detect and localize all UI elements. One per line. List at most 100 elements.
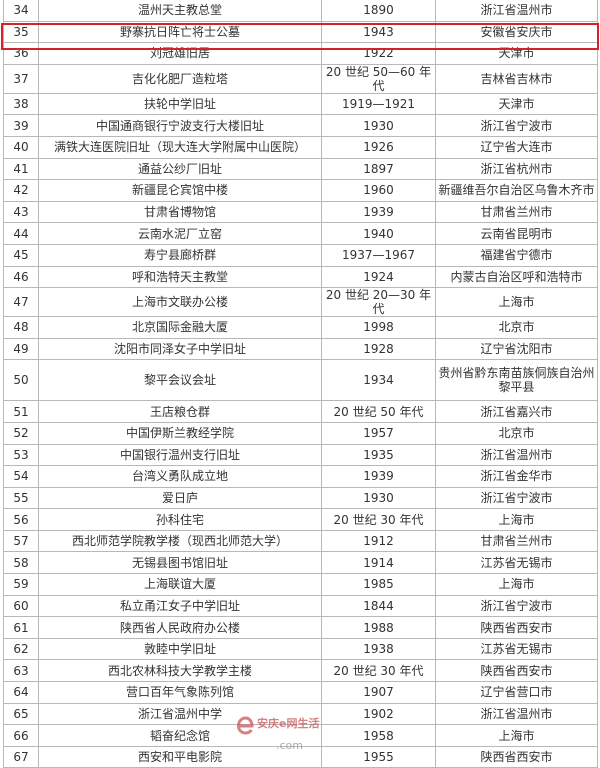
cell-no: 44 bbox=[3, 222, 39, 245]
cell-location: 天津市 bbox=[435, 42, 598, 65]
cell-name: 扶轮中学旧址 bbox=[38, 92, 322, 116]
cell-name: 北京国际金融大厦 bbox=[38, 316, 322, 339]
cell-year: 1939 bbox=[321, 465, 436, 488]
cell-location: 新疆维吾尔自治区乌鲁木齐市 bbox=[435, 179, 598, 202]
cell-location: 上海市 bbox=[435, 508, 598, 531]
cell-name: 台湾义勇队成立地 bbox=[38, 465, 322, 488]
table-row: 39 中国通商银行宁波支行大楼旧址 1930 浙江省宁波市 bbox=[3, 114, 598, 137]
cell-name: 爱日庐 bbox=[38, 486, 322, 510]
cell-no: 35 bbox=[3, 20, 39, 44]
cell-year: 1919—1921 bbox=[321, 92, 436, 116]
table-row-highlighted: 35 野寨抗日阵亡将士公墓 1943 安徽省安庆市 bbox=[3, 20, 598, 44]
table-row: 54 台湾义勇队成立地 1939 浙江省金华市 bbox=[3, 465, 598, 488]
cell-no: 53 bbox=[3, 443, 39, 467]
table-row: 55 爱日庐 1930 浙江省宁波市 bbox=[3, 486, 598, 510]
cell-name: 中国银行温州支行旧址 bbox=[38, 443, 322, 467]
cell-name: 上海联谊大厦 bbox=[38, 573, 322, 596]
table-row: 34 温州天主教总堂 1890 浙江省温州市 bbox=[3, 0, 598, 22]
table-row: 65 浙江省温州中学 1902 浙江省温州市 bbox=[3, 702, 598, 726]
cell-location: 北京市 bbox=[435, 421, 598, 445]
cell-no: 64 bbox=[3, 681, 39, 704]
cell-name: 呼和浩特天主教堂 bbox=[38, 265, 322, 289]
cell-year: 1937—1967 bbox=[321, 243, 436, 267]
cell-no: 45 bbox=[3, 243, 39, 267]
cell-name: 孙科住宅 bbox=[38, 508, 322, 531]
table-row: 61 陕西省人民政府办公楼 1988 陕西省西安市 bbox=[3, 616, 598, 639]
cell-location: 浙江省嘉兴市 bbox=[435, 400, 598, 423]
cell-year: 1924 bbox=[321, 265, 436, 289]
cell-no: 51 bbox=[3, 400, 39, 423]
cell-location: 辽宁省营口市 bbox=[435, 681, 598, 704]
cell-location: 辽宁省大连市 bbox=[435, 135, 598, 159]
cell-location: 江苏省无锡市 bbox=[435, 551, 598, 575]
cell-year: 1943 bbox=[321, 20, 436, 44]
cell-year: 1940 bbox=[321, 222, 436, 245]
cell-no: 36 bbox=[3, 42, 39, 65]
cell-name: 营口百年气象陈列馆 bbox=[38, 681, 322, 704]
cell-location: 吉林省吉林市 bbox=[435, 63, 598, 94]
cell-name: 满铁大连医院旧址（现大连大学附属中山医院） bbox=[38, 135, 322, 159]
table-row: 51 王店粮仓群 20 世纪 50 年代 浙江省嘉兴市 bbox=[3, 400, 598, 423]
cell-year: 1955 bbox=[321, 745, 436, 768]
cell-year: 1938 bbox=[321, 637, 436, 661]
cell-location: 天津市 bbox=[435, 92, 598, 116]
cell-no: 55 bbox=[3, 486, 39, 510]
cell-location: 浙江省金华市 bbox=[435, 465, 598, 488]
cell-no: 54 bbox=[3, 465, 39, 488]
cell-name: 甘肃省博物馆 bbox=[38, 200, 322, 224]
cell-year: 1914 bbox=[321, 551, 436, 575]
table-row: 43 甘肃省博物馆 1939 甘肃省兰州市 bbox=[3, 200, 598, 224]
cell-name: 吉化化肥厂造粒塔 bbox=[38, 63, 322, 94]
cell-name: 西北农林科技大学教学主楼 bbox=[38, 659, 322, 683]
cell-no: 66 bbox=[3, 724, 39, 747]
cell-no: 37 bbox=[3, 63, 39, 94]
table-row: 48 北京国际金融大厦 1998 北京市 bbox=[3, 316, 598, 339]
cell-location: 浙江省温州市 bbox=[435, 702, 598, 726]
cell-name: 敦睦中学旧址 bbox=[38, 637, 322, 661]
cell-no: 52 bbox=[3, 421, 39, 445]
cell-year: 1958 bbox=[321, 724, 436, 747]
cell-year: 1912 bbox=[321, 529, 436, 553]
table-row: 37 吉化化肥厂造粒塔 20 世纪 50—60 年代 吉林省吉林市 bbox=[3, 63, 598, 94]
cell-year: 1960 bbox=[321, 179, 436, 202]
cell-year: 1922 bbox=[321, 42, 436, 65]
cell-location: 北京市 bbox=[435, 316, 598, 339]
table-row: 53 中国银行温州支行旧址 1935 浙江省温州市 bbox=[3, 443, 598, 467]
cell-year: 1890 bbox=[321, 0, 436, 22]
cell-location: 浙江省杭州市 bbox=[435, 157, 598, 181]
cell-year: 1897 bbox=[321, 157, 436, 181]
cell-no: 58 bbox=[3, 551, 39, 575]
table-row: 58 无锡县图书馆旧址 1914 江苏省无锡市 bbox=[3, 551, 598, 575]
cell-name: 野寨抗日阵亡将士公墓 bbox=[38, 20, 322, 44]
table-row: 50 黎平会议会址 1934 贵州省黔东南苗族侗族自治州黎平县 bbox=[3, 359, 598, 402]
cell-no: 39 bbox=[3, 114, 39, 137]
cell-year: 20 世纪 30 年代 bbox=[321, 659, 436, 683]
cell-year: 1985 bbox=[321, 573, 436, 596]
cell-no: 34 bbox=[3, 0, 39, 22]
table-row: 67 西安和平电影院 1955 陕西省西安市 bbox=[3, 745, 598, 768]
cell-location: 贵州省黔东南苗族侗族自治州黎平县 bbox=[435, 359, 598, 402]
heritage-table: 34 温州天主教总堂 1890 浙江省温州市 35 野寨抗日阵亡将士公墓 1943 安徽省安庆… bbox=[3, 0, 598, 768]
cell-location: 浙江省宁波市 bbox=[435, 486, 598, 510]
table-row: 40 满铁大连医院旧址（现大连大学附属中山医院） 1926 辽宁省大连市 bbox=[3, 135, 598, 159]
cell-no: 48 bbox=[3, 316, 39, 339]
table-row: 36 刘冠雄旧居 1922 天津市 bbox=[3, 42, 598, 65]
cell-no: 41 bbox=[3, 157, 39, 181]
cell-location: 浙江省宁波市 bbox=[435, 114, 598, 137]
cell-location: 浙江省温州市 bbox=[435, 443, 598, 467]
cell-name: 陕西省人民政府办公楼 bbox=[38, 616, 322, 639]
cell-year: 1934 bbox=[321, 359, 436, 402]
cell-name: 新疆昆仑宾馆中楼 bbox=[38, 179, 322, 202]
cell-year: 1902 bbox=[321, 702, 436, 726]
cell-name: 寿宁县廊桥群 bbox=[38, 243, 322, 267]
cell-year: 1930 bbox=[321, 486, 436, 510]
cell-no: 65 bbox=[3, 702, 39, 726]
cell-name: 刘冠雄旧居 bbox=[38, 42, 322, 65]
cell-no: 50 bbox=[3, 359, 39, 402]
table-row: 64 营口百年气象陈列馆 1907 辽宁省营口市 bbox=[3, 681, 598, 704]
table-row: 56 孙科住宅 20 世纪 30 年代 上海市 bbox=[3, 508, 598, 531]
cell-no: 46 bbox=[3, 265, 39, 289]
cell-name: 韬奋纪念馆 bbox=[38, 724, 322, 747]
cell-location: 安徽省安庆市 bbox=[435, 20, 598, 44]
cell-location: 浙江省宁波市 bbox=[435, 594, 598, 618]
